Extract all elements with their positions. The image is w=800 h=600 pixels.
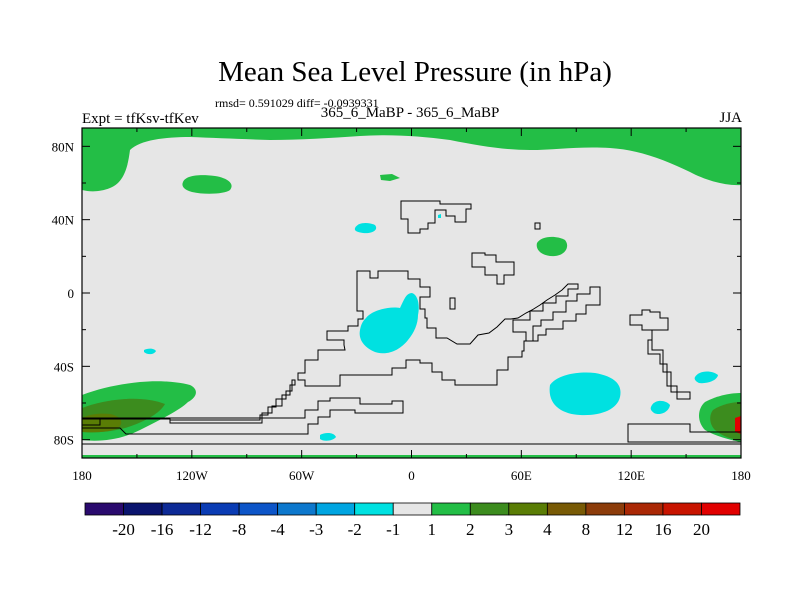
colorbar-label: -1 xyxy=(386,520,400,539)
negative-region-indian-ocean xyxy=(549,372,621,416)
colorbar-label: 12 xyxy=(616,520,633,539)
x-tick-label: 120E xyxy=(617,468,645,483)
colorbar-swatch xyxy=(277,502,317,516)
outline-east-block xyxy=(471,252,515,285)
colorbar-swatch xyxy=(315,502,356,516)
x-tick-label: 180 xyxy=(72,468,92,483)
negative-region-tiny xyxy=(438,214,441,218)
outline-southeast-block xyxy=(627,423,741,443)
outline-south-atlantic xyxy=(82,397,404,435)
colorbar-swatch xyxy=(701,502,741,516)
colorbar-label: -4 xyxy=(271,520,286,539)
colorbar-label: 20 xyxy=(693,520,710,539)
colorbar-swatch xyxy=(508,502,548,516)
colorbar-label: 1 xyxy=(428,520,437,539)
colorbar-swatch xyxy=(354,502,394,516)
continent-outlines xyxy=(82,200,741,445)
strong-region-south-indian xyxy=(735,416,741,434)
outline-central-continent xyxy=(297,270,601,387)
negative-region-south-indian-small xyxy=(650,400,670,415)
negative-region-south-atlantic-small xyxy=(320,432,336,441)
stats-text: rmsd= 0.591029 diff= -0.0939331 xyxy=(215,96,379,110)
positive-region-asia xyxy=(536,236,568,257)
colorbar-swatch xyxy=(123,502,163,516)
negative-region-south-pacific-small xyxy=(144,348,156,355)
x-tick-label: 180 xyxy=(731,468,751,483)
x-tick-label: 60W xyxy=(289,468,315,483)
outline-north-block xyxy=(400,200,472,234)
y-tick-label: 80N xyxy=(52,139,75,154)
positive-region-greenland-small xyxy=(380,174,400,181)
colorbar: -20 -16 -12 -8 -4 -3 -2 -1 1 2 3 4 8 12 16 20 xyxy=(84,502,741,539)
x-tick-label: 0 xyxy=(408,468,415,483)
colorbar-swatch xyxy=(624,502,664,516)
colorbar-swatch xyxy=(662,502,702,516)
colorbar-swatch xyxy=(161,502,201,516)
negative-region-east-indian xyxy=(694,371,718,384)
period-label: 365_6_MaBP - 365_6_MaBP xyxy=(320,105,500,121)
positive-region-north-pacific xyxy=(182,175,232,194)
x-tick-label: 120W xyxy=(176,468,209,483)
colorbar-swatch xyxy=(585,502,625,516)
colorbar-label: 16 xyxy=(654,520,671,539)
outline-east-continent xyxy=(629,309,691,400)
x-tick-label: 60E xyxy=(511,468,532,483)
chart-title: Mean Sea Level Pressure (in hPa) xyxy=(218,56,612,88)
colorbar-label: 4 xyxy=(543,520,552,539)
outline-small-north xyxy=(534,222,541,230)
colorbar-label: -12 xyxy=(189,520,212,539)
colorbar-swatch xyxy=(238,502,279,516)
axes: 180 120W 60W 0 60E 120E 180 80N 40N 0 40S 80S xyxy=(52,128,751,483)
positive-region-arctic xyxy=(82,128,741,192)
colorbar-swatch xyxy=(200,502,240,516)
colorbar-swatch xyxy=(546,502,587,516)
season-label: JJA xyxy=(719,110,742,126)
colorbar-label: -16 xyxy=(151,520,174,539)
colorbar-swatch xyxy=(84,502,124,516)
colorbar-label: -8 xyxy=(232,520,246,539)
experiment-label: Expt = tfKsv-tfKev xyxy=(82,111,199,127)
moderate-region-south-indian xyxy=(710,402,741,440)
colorbar-label: 8 xyxy=(582,520,591,539)
colorbar-label: -20 xyxy=(112,520,135,539)
y-tick-label: 0 xyxy=(68,286,75,301)
colorbar-label: -3 xyxy=(309,520,323,539)
colorbar-swatch xyxy=(431,502,471,516)
outline-isthmus xyxy=(449,297,456,310)
map-field xyxy=(82,128,741,458)
y-tick-label: 40S xyxy=(54,359,74,374)
y-tick-label: 40N xyxy=(52,213,75,228)
colorbar-label: 2 xyxy=(466,520,475,539)
negative-region-north-atlantic xyxy=(354,223,377,234)
outline-southwest-long xyxy=(82,379,296,424)
colorbar-label: -2 xyxy=(348,520,362,539)
colorbar-swatch xyxy=(469,502,510,516)
y-tick-label: 80S xyxy=(54,433,74,448)
negative-region-central xyxy=(359,293,419,354)
colorbar-label: 3 xyxy=(505,520,514,539)
colorbar-swatch xyxy=(392,502,433,516)
map-background xyxy=(82,128,741,458)
